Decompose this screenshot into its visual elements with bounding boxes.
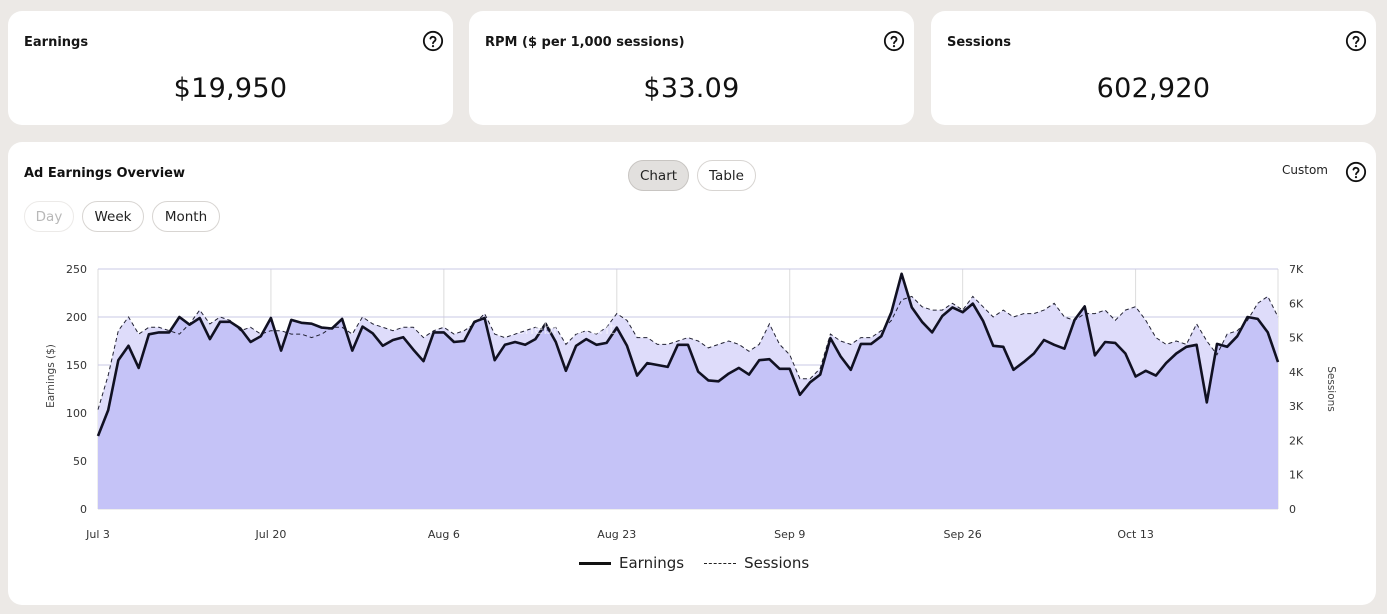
legend-item-sessions[interactable]: Sessions (704, 554, 809, 572)
month-button[interactable]: Month (152, 201, 220, 232)
y-left-tick-label: 100 (66, 407, 87, 420)
y-right-tick-label: 7K (1289, 263, 1304, 276)
sessions-card: Sessions 602,920 (931, 11, 1376, 125)
ad-earnings-overview-card: Ad Earnings Overview Chart Table Day Wee… (8, 142, 1376, 605)
x-tick-label: Sep 26 (944, 528, 982, 541)
y-left-tick-label: 150 (66, 359, 87, 372)
y-axis-right-label: Sessions (1325, 366, 1337, 412)
sessions-value: 602,920 (1096, 73, 1211, 104)
rpm-card: RPM ($ per 1,000 sessions) $33.09 (469, 11, 914, 125)
rpm-title: RPM ($ per 1,000 sessions) (485, 35, 685, 50)
x-tick-label: Jul 20 (255, 528, 287, 541)
earnings-sessions-chart[interactable]: 0 50 100 150 200 250 0 1K 2K 3K 4K 5K 6K 7K Jul 3 Jul 2… (8, 142, 1376, 552)
earnings-value: $19,950 (173, 73, 288, 104)
y-left-tick-label: 50 (73, 455, 87, 468)
legend-label-earnings: Earnings (619, 554, 685, 572)
earnings-card: Earnings $19,950 (8, 11, 453, 125)
x-tick-label: Oct 13 (1117, 528, 1154, 541)
day-button[interactable]: Day (24, 201, 74, 232)
week-button[interactable]: Week (82, 201, 144, 232)
chart-watermark: Nichebrownerit (501, 320, 615, 338)
dashed-line-swatch (704, 562, 737, 564)
legend-label-sessions: Sessions (744, 554, 810, 572)
y-right-tick-label: 4K (1289, 366, 1304, 379)
chart-legend: Earnings Sessions (579, 554, 829, 572)
y-axis-left-label: Earnings ($) (45, 344, 57, 408)
y-right-tick-label: 0 (1289, 503, 1296, 516)
rpm-value: $33.09 (643, 73, 740, 104)
y-right-tick-label: 6K (1289, 297, 1304, 310)
y-left-tick-label: 0 (80, 503, 87, 516)
legend-item-earnings[interactable]: Earnings (579, 554, 684, 572)
y-right-tick-label: 3K (1289, 400, 1304, 413)
y-right-tick-label: 5K (1289, 332, 1304, 345)
solid-line-swatch (579, 561, 611, 565)
table-view-button[interactable]: Table (697, 160, 756, 191)
sessions-line (97, 295, 1279, 410)
help-icon[interactable] (422, 30, 444, 52)
y-left-tick-label: 250 (66, 263, 87, 276)
custom-range-label[interactable]: Custom (1282, 163, 1328, 177)
x-tick-label: Sep 9 (774, 528, 805, 541)
y-right-tick-label: 1K (1289, 469, 1304, 482)
help-icon[interactable] (1345, 161, 1367, 183)
sessions-title: Sessions (947, 35, 1012, 50)
x-tick-label: Aug 6 (428, 528, 460, 541)
chart-view-button[interactable]: Chart (628, 160, 689, 191)
help-icon[interactable] (1345, 30, 1367, 52)
x-tick-label: Jul 3 (85, 528, 110, 541)
earnings-area (98, 273, 1278, 509)
y-right-tick-label: 2K (1289, 434, 1304, 447)
earnings-title: Earnings (24, 35, 89, 50)
help-icon[interactable] (883, 30, 905, 52)
y-left-tick-label: 200 (66, 311, 87, 324)
x-tick-label: Aug 23 (597, 528, 636, 541)
overview-title: Ad Earnings Overview (24, 166, 186, 181)
earnings-line (96, 272, 1280, 437)
